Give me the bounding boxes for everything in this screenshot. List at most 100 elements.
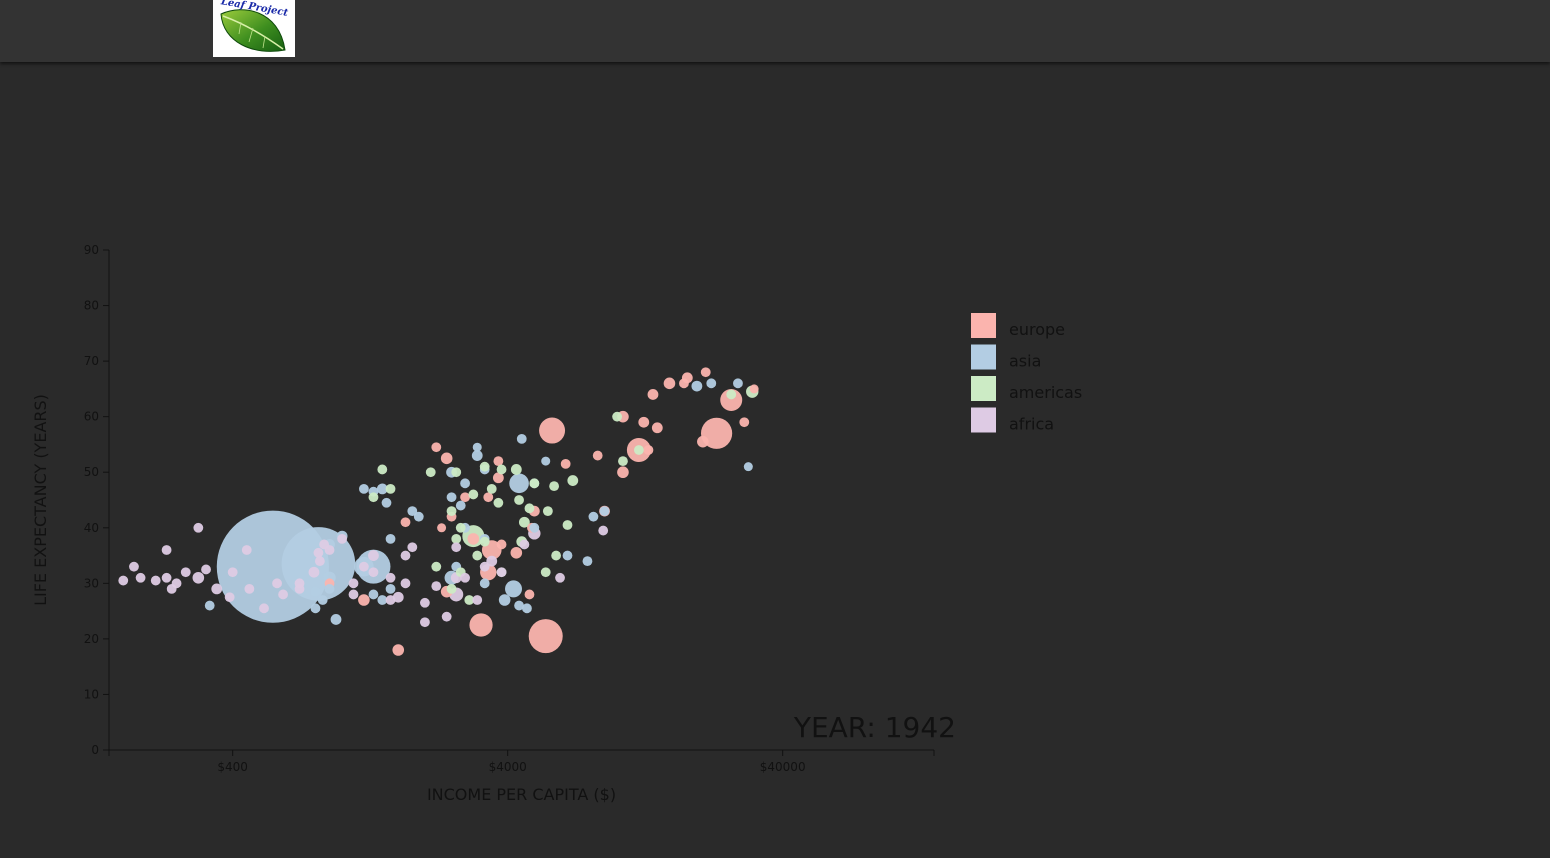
bubble-africa <box>150 575 161 586</box>
bubble-americas <box>529 478 540 489</box>
bubble-americas <box>567 475 579 486</box>
bubble-asia <box>733 378 743 389</box>
bubble-africa <box>308 566 320 578</box>
bubble-asia <box>310 586 321 597</box>
bubble-americas <box>510 464 522 475</box>
y-tick-label: 40 <box>84 521 99 535</box>
bubble-europe <box>700 367 711 378</box>
bubble-africa <box>479 561 490 572</box>
bubble-asia <box>455 500 466 511</box>
bubble-asia <box>516 433 527 444</box>
bubble-europe <box>483 492 494 503</box>
legend-swatch-africa <box>971 407 996 433</box>
y-tick-label: 60 <box>84 410 99 424</box>
leaf-logo-image: Leaf Project <box>219 0 289 52</box>
bubble-africa <box>486 555 498 567</box>
bubble-asia <box>505 580 523 598</box>
bubble-africa <box>319 539 330 550</box>
bubble-asia <box>582 556 593 567</box>
bubble-africa <box>224 592 235 603</box>
bubble-africa <box>519 539 530 550</box>
legend-label-asia: asia <box>1009 352 1041 371</box>
bubble-africa <box>314 556 325 567</box>
bubble-africa <box>161 572 172 583</box>
bubble-africa <box>161 545 172 555</box>
x-axis-label: INCOME PER CAPITA ($) <box>427 785 616 804</box>
bubble-europe <box>431 442 442 453</box>
bubble-asia <box>324 583 335 594</box>
bubble-asia <box>204 600 215 611</box>
x-axis: $400 $4000 $40000 <box>108 749 935 774</box>
bubble-europe <box>510 546 523 559</box>
bubble-africa <box>348 589 359 600</box>
bubble-africa <box>192 571 205 584</box>
y-tick-label: 80 <box>84 299 99 313</box>
bubble-asia <box>471 450 483 461</box>
bubble-africa <box>441 611 452 622</box>
bubble-africa <box>259 603 269 614</box>
bubble-americas <box>633 445 644 455</box>
bubble-europe <box>400 517 411 528</box>
bubble-africa <box>420 597 430 608</box>
bubble-americas <box>451 467 462 478</box>
plot-area <box>118 367 759 656</box>
y-axis: 0 10 20 30 40 50 60 70 80 90 <box>84 243 110 757</box>
bubble-americas <box>431 561 442 572</box>
bubble-africa <box>358 561 369 572</box>
bubble-asia <box>368 589 379 600</box>
bubble-europe <box>460 492 470 503</box>
bubble-asia <box>743 462 753 472</box>
bubble-europe <box>643 445 654 455</box>
bubble-asia <box>529 522 540 533</box>
bubble-americas <box>472 550 483 561</box>
bubble-americas <box>377 464 388 475</box>
bubble-africa <box>385 595 396 605</box>
y-tick-label: 0 <box>91 743 99 757</box>
bubble-americas <box>455 522 466 533</box>
top-navbar: Leaf Project <box>0 0 1550 62</box>
bubble-africa <box>385 572 396 583</box>
bubble-americas <box>446 583 457 594</box>
bubble-asia <box>376 483 388 495</box>
bubble-americas <box>549 481 560 492</box>
y-tick-label: 70 <box>84 354 99 368</box>
bubble-europe <box>467 533 480 545</box>
bubble-europe <box>496 539 507 550</box>
bubble-americas <box>464 595 475 605</box>
bubble-africa <box>278 589 288 600</box>
bubble-africa <box>294 583 305 594</box>
bubble-africa <box>368 567 379 578</box>
bubble-asia <box>514 600 524 611</box>
bubble-africa <box>135 572 146 583</box>
bubble-americas <box>446 506 457 517</box>
chart-container: 0 10 20 30 40 50 60 70 80 90 $400 $4000 $40000 LIFE… <box>0 62 1550 858</box>
bubble-europe <box>469 613 493 637</box>
bubble-americas <box>551 550 562 561</box>
bubble-americas <box>618 456 628 467</box>
bubble-americas <box>479 536 490 547</box>
bubble-africa <box>337 533 348 544</box>
bubble-africa <box>118 575 129 586</box>
bubble-africa <box>166 583 177 594</box>
bubble-asia <box>358 483 369 494</box>
bubble-americas <box>385 483 396 494</box>
y-axis-label: LIFE EXPECTANCY (YEARS) <box>31 394 50 606</box>
bubble-europe <box>492 472 504 484</box>
bubble-europe <box>720 389 743 411</box>
bubble-asia <box>310 603 321 614</box>
bubble-americas <box>540 567 551 578</box>
bubble-europe <box>440 452 453 465</box>
bubble-africa <box>407 542 418 553</box>
bubble-asia <box>407 506 418 517</box>
bubble-africa <box>400 550 411 561</box>
bubble-africa <box>193 522 204 533</box>
bubble-americas <box>518 516 530 528</box>
bubble-africa <box>180 567 191 578</box>
bubble-africa <box>129 561 139 572</box>
bubble-americas <box>425 467 436 478</box>
bubble-europe <box>358 594 370 606</box>
bubble-africa <box>241 545 252 555</box>
bubble-africa <box>348 578 359 589</box>
leaf-logo[interactable]: Leaf Project <box>213 0 295 57</box>
bubble-africa <box>313 547 324 558</box>
